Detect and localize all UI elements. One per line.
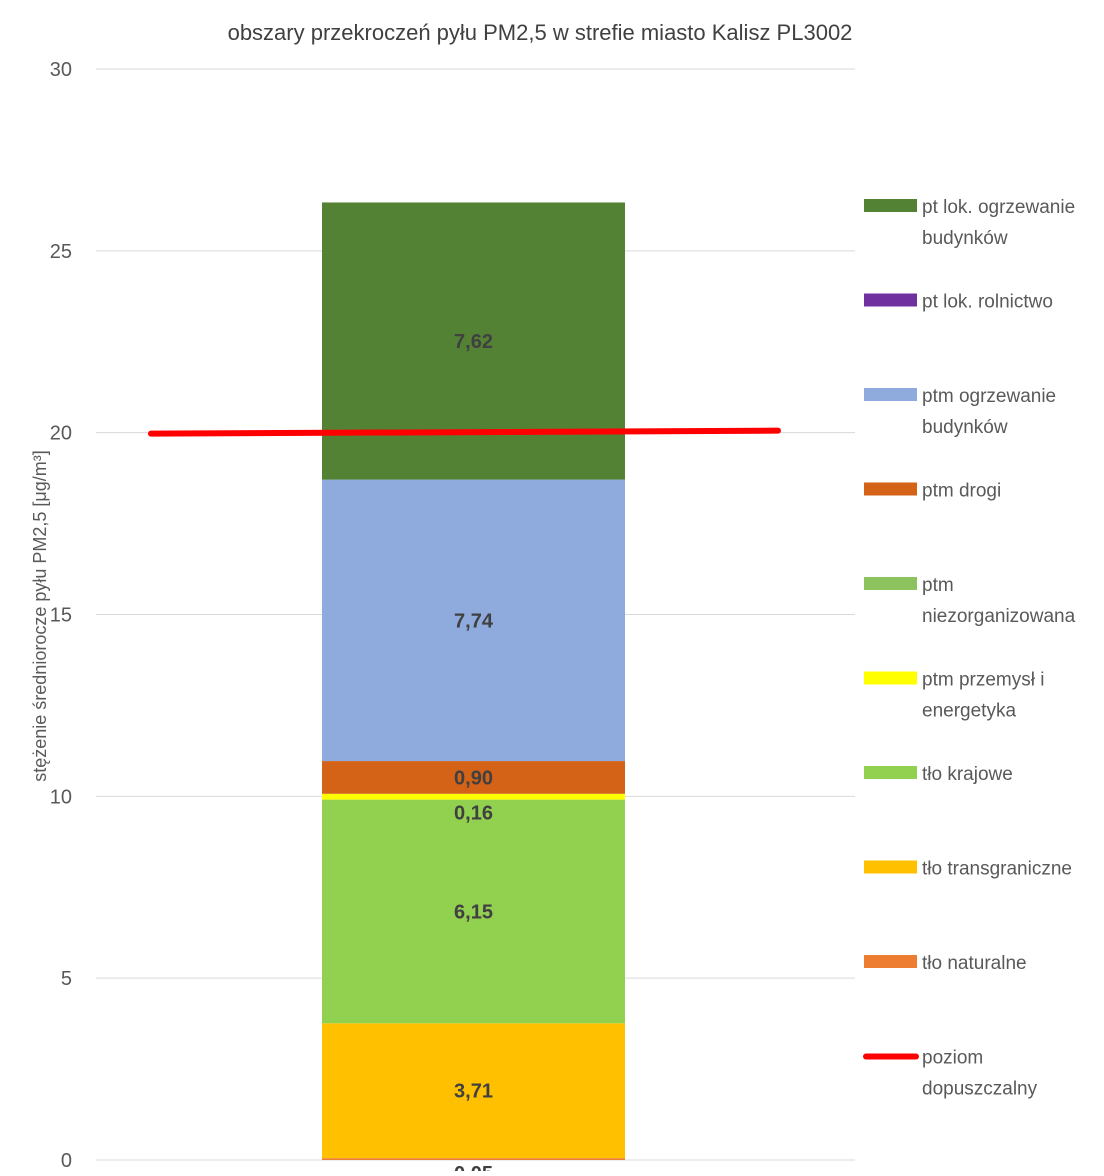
legend-label: dopuszczalny bbox=[922, 1079, 1038, 1100]
legend-item: ptm ogrzewanie budynków bbox=[864, 386, 1056, 438]
data-label: 0,90 bbox=[454, 767, 493, 789]
legend-item: pt lok. ogrzewanie budynków bbox=[864, 197, 1075, 249]
y-tick-label: 15 bbox=[50, 605, 72, 627]
legend-swatch bbox=[864, 388, 917, 401]
legend-swatch bbox=[864, 955, 917, 968]
y-tick-label: 10 bbox=[50, 786, 72, 808]
chart-title: obszary przekroczeń pyłu PM2,5 w strefie… bbox=[228, 20, 853, 45]
legend-label: pt lok. ogrzewanie bbox=[922, 197, 1075, 218]
data-label: 0,05 bbox=[454, 1163, 493, 1171]
legend-label: budynków bbox=[922, 417, 1008, 438]
legend-label: ptm drogi bbox=[922, 481, 1001, 502]
bar-segment bbox=[322, 793, 625, 800]
legend-item: pt lok. rolnictwo bbox=[864, 292, 1053, 313]
legend-item: tło transgraniczne bbox=[864, 859, 1072, 880]
legend: pt lok. ogrzewanie budynków pt lok. rolnic… bbox=[863, 197, 1076, 1100]
data-label: 7,62 bbox=[454, 331, 493, 353]
legend-label: ptm ogrzewanie bbox=[922, 386, 1056, 407]
legend-swatch bbox=[864, 482, 917, 496]
legend-item: tło naturalne bbox=[864, 953, 1027, 974]
legend-label: energetyka bbox=[922, 701, 1016, 722]
bar-segment bbox=[322, 761, 625, 794]
legend-swatch bbox=[864, 293, 917, 307]
stacked-bar bbox=[322, 202, 625, 1160]
legend-label: budynków bbox=[922, 228, 1008, 249]
legend-item: poziom dopuszczalny bbox=[863, 1048, 1038, 1100]
legend-item: ptm przemysł i energetyka bbox=[864, 670, 1044, 722]
legend-label: tło transgraniczne bbox=[922, 859, 1072, 880]
data-label: 3,71 bbox=[454, 1081, 493, 1103]
legend-label: tło krajowe bbox=[922, 764, 1013, 785]
data-label: 6,15 bbox=[454, 901, 493, 923]
y-axis-label: stężenie średniorocze pyłu PM2,5 [μg/m³] bbox=[30, 450, 50, 782]
y-tick-label: 5 bbox=[61, 968, 72, 990]
data-labels: 0,05 3,71 6,15 0,16 0,90 7,74 7,62 bbox=[454, 331, 494, 1176]
legend-label: ptm przemysł i bbox=[922, 670, 1044, 691]
legend-swatch bbox=[864, 860, 917, 874]
limit-line-layer bbox=[148, 427, 781, 437]
legend-item: ptm drogi bbox=[864, 481, 1001, 502]
bar-segment bbox=[322, 799, 625, 1024]
legend-swatch bbox=[864, 199, 917, 212]
bar-segment bbox=[322, 479, 625, 762]
legend-label: tło naturalne bbox=[922, 953, 1027, 974]
legend-swatch bbox=[864, 766, 917, 779]
legend-item: tło krajowe bbox=[864, 764, 1013, 785]
legend-swatch bbox=[864, 671, 917, 685]
legend-swatch bbox=[864, 577, 917, 590]
bar-segment bbox=[322, 1023, 625, 1159]
legend-item: ptm niezorganizowana bbox=[864, 575, 1076, 627]
data-label: 0,16 bbox=[454, 803, 493, 825]
legend-label: ptm bbox=[922, 575, 954, 596]
legend-label: pt lok. rolnictwo bbox=[922, 292, 1053, 313]
legend-label: niezorganizowana bbox=[922, 606, 1076, 627]
data-label: 7,74 bbox=[454, 610, 494, 632]
y-tick-label: 0 bbox=[61, 1150, 72, 1171]
bar-segment bbox=[322, 1158, 625, 1160]
y-tick-label: 20 bbox=[50, 423, 72, 445]
y-tick-label: 25 bbox=[50, 241, 72, 263]
limit-line bbox=[148, 427, 781, 437]
y-tick-label: 30 bbox=[50, 59, 72, 81]
y-axis-ticks: 0 5 10 15 20 25 30 bbox=[50, 59, 72, 1172]
legend-label: poziom bbox=[922, 1048, 983, 1069]
